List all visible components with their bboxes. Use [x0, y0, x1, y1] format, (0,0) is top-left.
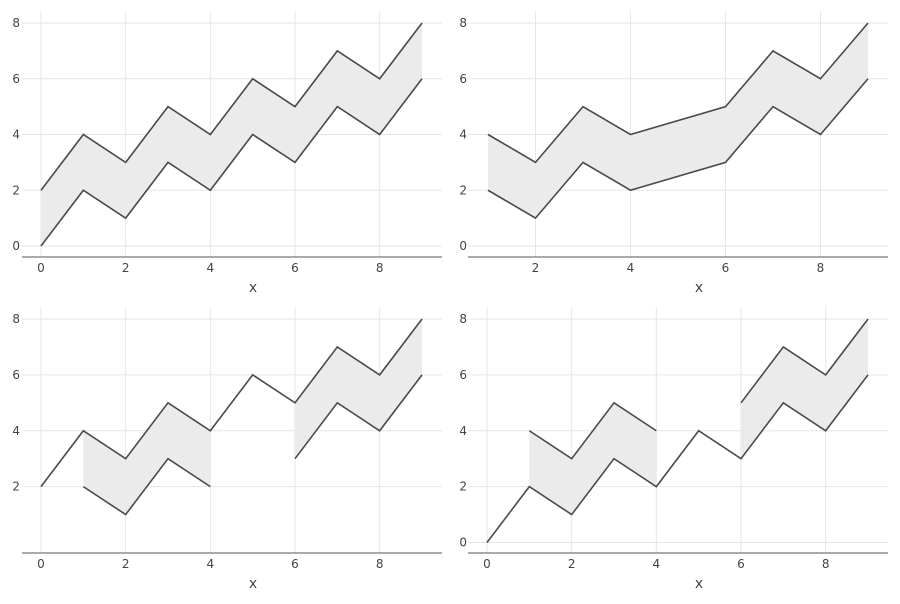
chart-panel-2: 2 4 6 8 0 2 4 6 8 x	[459, 11, 888, 296]
x-tick-label: 8	[822, 557, 830, 571]
lower-line	[486, 374, 869, 543]
band-fill	[741, 319, 868, 459]
upper-line	[40, 318, 423, 488]
x-tick-label: 4	[207, 557, 215, 571]
y-tick-label: 4	[459, 128, 467, 142]
x-tick-label: 4	[207, 261, 215, 275]
y-tick-label: 0	[12, 239, 20, 253]
x-tick-label: 2	[122, 557, 130, 571]
x-tick-label: 6	[722, 261, 730, 275]
y-tick-label: 6	[459, 368, 467, 382]
band-fill	[295, 319, 422, 459]
y-tick-label: 2	[12, 183, 20, 197]
x-tick-label: 2	[122, 261, 130, 275]
chart-panel-1: 0 2 4 6 8 0 2 4 6 8 x	[12, 11, 442, 296]
band-fill	[41, 23, 422, 246]
y-tick-label: 8	[459, 16, 467, 30]
band-fill	[529, 402, 657, 515]
lower-line	[294, 374, 423, 460]
y-tick-label: 6	[12, 368, 20, 382]
x-axis-label: x	[249, 576, 257, 592]
x-tick-label: 8	[376, 261, 384, 275]
x-tick-label: 8	[376, 557, 384, 571]
y-tick-label: 4	[12, 128, 20, 142]
upper-line	[740, 318, 869, 404]
x-tick-label: 6	[291, 261, 299, 275]
y-tick-label: 6	[459, 72, 467, 86]
upper-line	[487, 22, 869, 164]
x-tick-label: 0	[37, 261, 45, 275]
x-tick-label: 2	[532, 261, 540, 275]
chart-panel-3: 0 2 4 6 8 2 4 6 8 x	[12, 307, 442, 592]
x-tick-label: 6	[737, 557, 745, 571]
lower-line	[487, 78, 869, 220]
lower-line	[40, 78, 423, 247]
y-tick-label: 2	[459, 183, 467, 197]
lower-line	[82, 457, 211, 516]
upper-line	[528, 401, 657, 460]
chart-panel-4: 0 2 4 6 8 0 2 4 6 8 x	[459, 307, 888, 592]
x-tick-label: 4	[627, 261, 635, 275]
y-tick-label: 2	[459, 480, 467, 494]
x-axis-label: x	[695, 280, 703, 296]
x-tick-label: 0	[483, 557, 491, 571]
x-tick-label: 8	[817, 261, 825, 275]
band-fill	[83, 402, 211, 515]
upper-line	[40, 22, 423, 191]
y-tick-label: 6	[12, 72, 20, 86]
y-tick-label: 8	[459, 312, 467, 326]
x-tick-label: 4	[653, 557, 661, 571]
x-axis-label: x	[249, 280, 257, 296]
y-tick-label: 4	[459, 424, 467, 438]
y-tick-label: 4	[12, 424, 20, 438]
y-tick-label: 0	[459, 536, 467, 550]
y-tick-label: 8	[12, 16, 20, 30]
y-tick-label: 0	[459, 239, 467, 253]
x-tick-label: 2	[568, 557, 576, 571]
x-tick-label: 6	[291, 557, 299, 571]
x-axis-label: x	[695, 576, 703, 592]
x-tick-label: 0	[37, 557, 45, 571]
y-tick-label: 8	[12, 312, 20, 326]
y-tick-label: 2	[12, 480, 20, 494]
